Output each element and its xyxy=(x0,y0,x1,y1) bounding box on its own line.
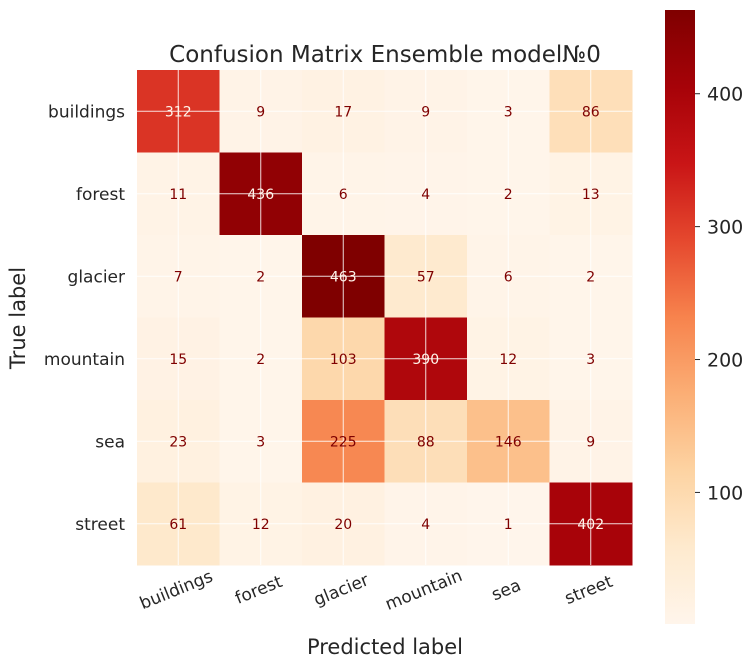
cell-value-label: 4 xyxy=(421,187,430,203)
cell-value-label: 12 xyxy=(499,352,517,368)
cell-value-label: 9 xyxy=(586,434,595,450)
cell-value-label: 2 xyxy=(504,187,513,203)
y-tick-label: glacier xyxy=(68,267,125,287)
grid-lines xyxy=(137,70,632,565)
cell-value-label: 88 xyxy=(417,434,435,450)
y-tick-label: mountain xyxy=(44,350,125,370)
cell-value-label: 2 xyxy=(256,352,265,368)
cell-value-label: 12 xyxy=(252,517,270,533)
cell-value-label: 103 xyxy=(330,352,357,368)
cell-value-label: 6 xyxy=(504,269,513,285)
colorbar-tick-label: 100 xyxy=(707,482,743,504)
cell-value-label: 9 xyxy=(256,104,265,120)
x-tick-label: buildings xyxy=(137,567,216,614)
cell-value-label: 312 xyxy=(165,104,192,120)
x-axis-ticks: buildings forest glacier mountain sea street xyxy=(137,566,616,615)
colorbar-tick-label: 400 xyxy=(707,84,743,106)
y-axis-label: True label xyxy=(6,267,30,370)
cell-value-label: 9 xyxy=(421,104,430,120)
cell-value-label: 2 xyxy=(586,269,595,285)
cell-value-label: 436 xyxy=(247,187,274,203)
colorbar xyxy=(665,10,695,624)
cell-value-label: 11 xyxy=(169,187,187,203)
colorbar-tick-label: 200 xyxy=(707,350,743,372)
cell-value-label: 6 xyxy=(339,187,348,203)
cell-value-label: 20 xyxy=(334,517,352,533)
x-tick-label: sea xyxy=(489,576,524,606)
x-tick-label: mountain xyxy=(383,566,466,615)
x-tick-label: forest xyxy=(232,572,285,609)
y-tick-label: sea xyxy=(95,432,125,452)
cell-value-label: 15 xyxy=(169,352,187,368)
cell-value-label: 57 xyxy=(417,269,435,285)
cell-value-label: 2 xyxy=(256,269,265,285)
chart-title: Confusion Matrix Ensemble model№0 xyxy=(169,42,601,68)
cell-value-label: 3 xyxy=(586,352,595,368)
x-tick-label: glacier xyxy=(311,570,372,610)
cell-value-label: 146 xyxy=(495,434,522,450)
cell-value-label: 17 xyxy=(334,104,352,120)
y-tick-label: buildings xyxy=(48,102,125,122)
cell-value-label: 3 xyxy=(504,104,513,120)
cell-value-label: 4 xyxy=(421,517,430,533)
cell-value-label: 402 xyxy=(577,517,604,533)
cell-value-label: 7 xyxy=(174,269,183,285)
y-tick-label: forest xyxy=(76,185,125,205)
x-tick-label: street xyxy=(562,572,616,609)
y-axis-ticks: buildings forest glacier mountain sea street xyxy=(44,102,125,535)
colorbar-tick-label: 300 xyxy=(707,217,743,239)
heatmap-cells xyxy=(137,70,633,566)
cell-value-label: 1 xyxy=(504,517,513,533)
cell-value-label: 61 xyxy=(169,517,187,533)
cell-value-label: 3 xyxy=(256,434,265,450)
cell-value-label: 390 xyxy=(412,352,439,368)
cell-value-label: 225 xyxy=(330,434,357,450)
colorbar-ticks: 100 200 300 400 xyxy=(695,84,743,504)
cell-value-label: 463 xyxy=(330,269,357,285)
cell-value-label: 23 xyxy=(169,434,187,450)
x-axis-label: Predicted label xyxy=(307,635,463,659)
cell-value-label: 13 xyxy=(582,187,600,203)
y-tick-label: street xyxy=(75,515,125,535)
cell-value-label: 86 xyxy=(582,104,600,120)
